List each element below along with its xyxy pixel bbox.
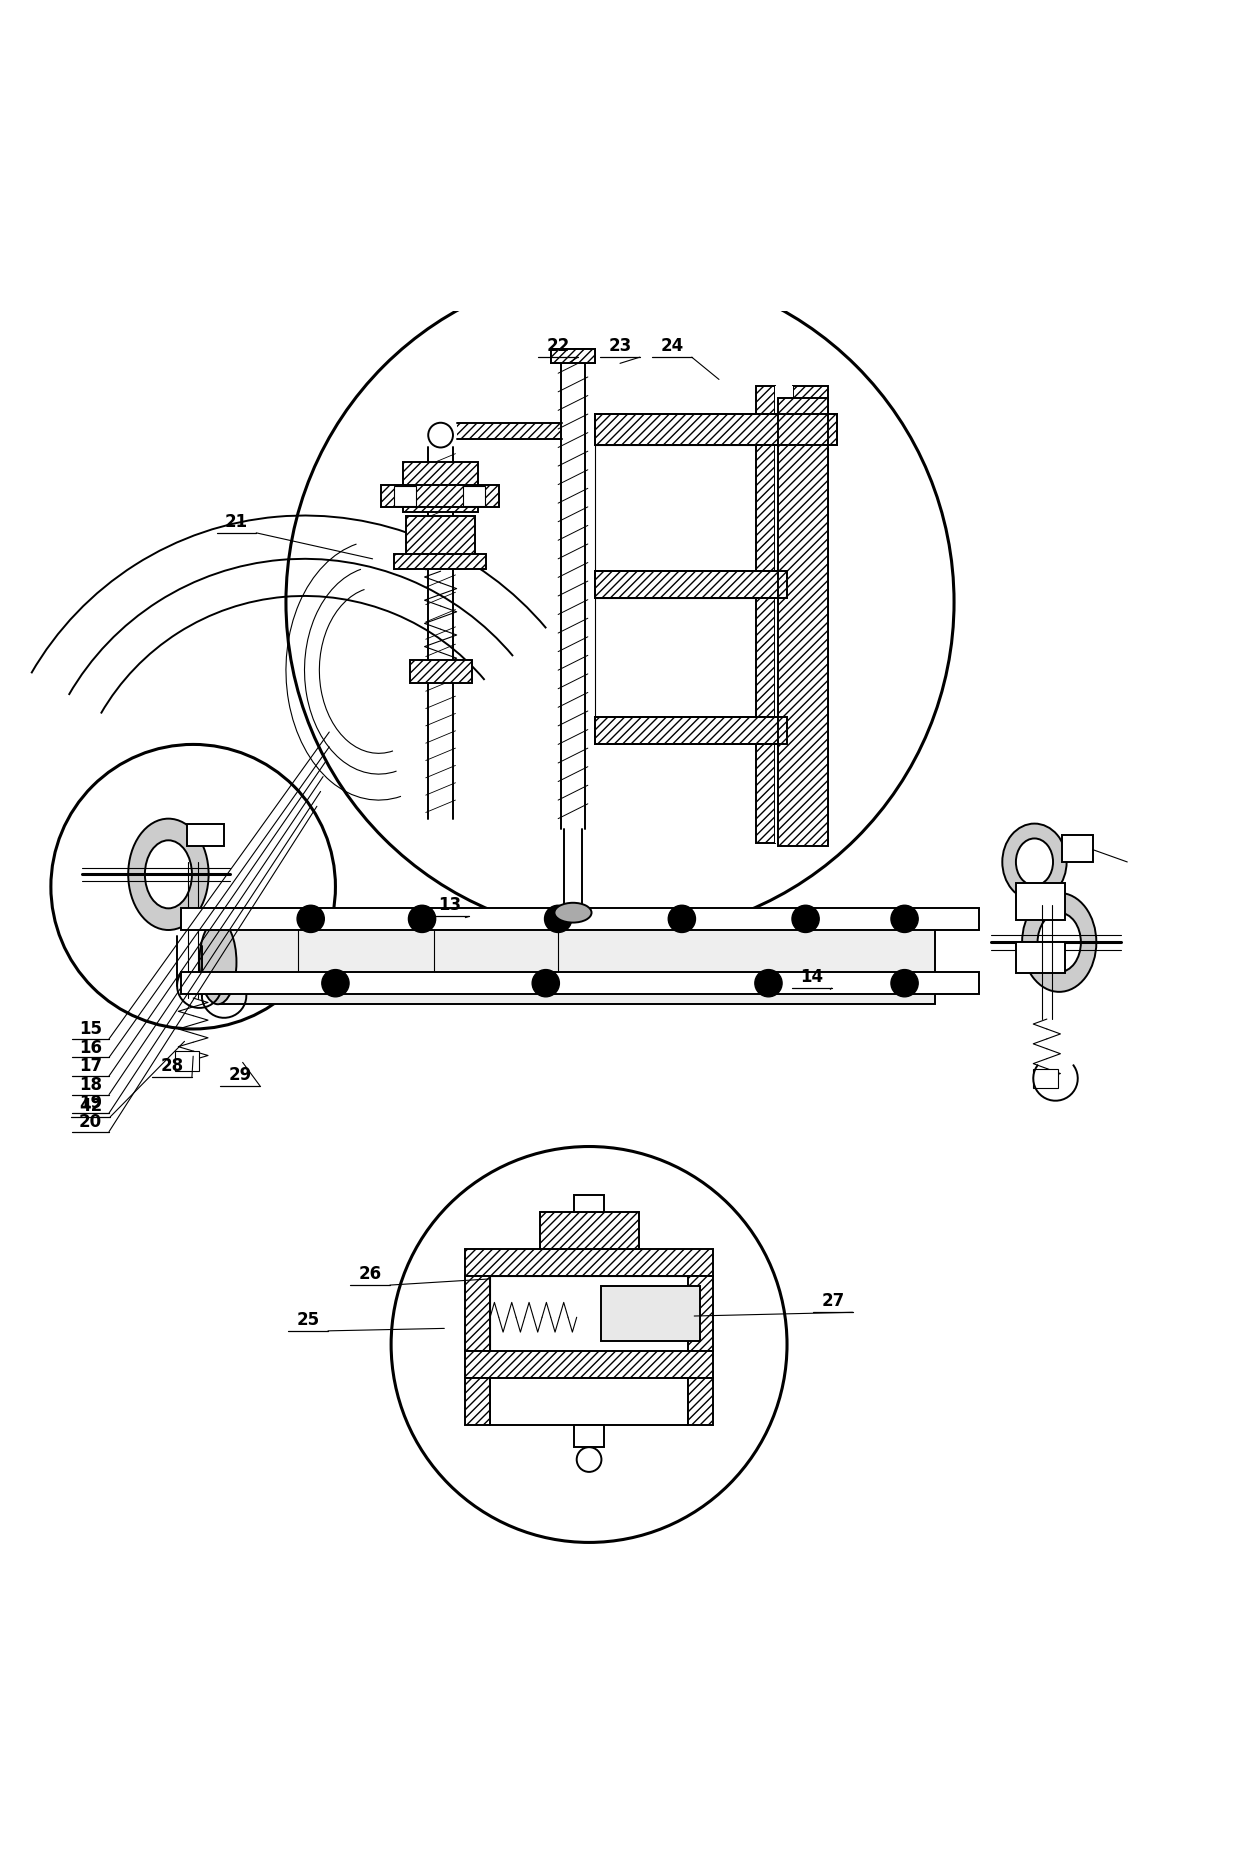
Text: 21: 21 <box>224 513 248 530</box>
Bar <box>756 385 775 843</box>
Bar <box>490 1378 688 1425</box>
Circle shape <box>391 1146 787 1542</box>
Bar <box>187 824 224 846</box>
Circle shape <box>322 969 348 997</box>
Text: 13: 13 <box>438 897 461 915</box>
Bar <box>218 921 935 1004</box>
Circle shape <box>577 1447 601 1471</box>
Ellipse shape <box>554 902 591 923</box>
Bar <box>405 515 475 558</box>
Circle shape <box>892 906 918 932</box>
Text: 19: 19 <box>79 1094 102 1112</box>
Ellipse shape <box>1002 824 1066 900</box>
Bar <box>595 571 787 599</box>
Circle shape <box>668 906 696 932</box>
Text: 42: 42 <box>79 1097 102 1114</box>
Text: 24: 24 <box>661 337 683 355</box>
Bar <box>574 1425 604 1447</box>
Circle shape <box>298 906 325 932</box>
Bar <box>595 415 837 445</box>
Ellipse shape <box>200 921 237 1004</box>
Bar <box>490 1276 688 1350</box>
Bar <box>551 348 595 363</box>
Circle shape <box>755 969 782 997</box>
Bar <box>409 660 471 683</box>
Text: 17: 17 <box>79 1056 102 1075</box>
Bar <box>1061 835 1092 861</box>
Bar <box>688 1378 713 1425</box>
Bar <box>463 485 485 506</box>
Bar <box>393 485 415 506</box>
Bar <box>595 599 794 718</box>
Bar <box>1016 943 1065 973</box>
Bar <box>465 1250 713 1276</box>
Ellipse shape <box>1016 839 1053 885</box>
Bar <box>688 1276 713 1350</box>
Circle shape <box>286 268 954 936</box>
Text: 16: 16 <box>79 1038 102 1056</box>
Circle shape <box>792 906 820 932</box>
Bar <box>1016 884 1065 921</box>
Bar <box>403 463 477 512</box>
Bar <box>574 1194 604 1213</box>
Bar <box>794 385 828 843</box>
Bar <box>539 1213 639 1250</box>
Text: 28: 28 <box>160 1056 184 1075</box>
Bar <box>181 908 978 930</box>
Bar <box>456 422 562 439</box>
Bar <box>175 1051 200 1071</box>
Bar <box>551 348 595 363</box>
Text: 29: 29 <box>228 1066 252 1084</box>
Text: 14: 14 <box>800 967 823 986</box>
Bar <box>595 718 787 744</box>
Text: 22: 22 <box>547 337 569 355</box>
Circle shape <box>51 744 336 1029</box>
Text: 15: 15 <box>79 1019 102 1038</box>
Text: 27: 27 <box>821 1293 844 1309</box>
Bar <box>490 1378 688 1425</box>
Text: 18: 18 <box>79 1075 102 1094</box>
Circle shape <box>408 906 435 932</box>
Bar <box>595 571 787 599</box>
Bar <box>465 1378 490 1425</box>
Text: 26: 26 <box>358 1265 382 1283</box>
Circle shape <box>892 969 918 997</box>
Ellipse shape <box>1022 893 1096 991</box>
Ellipse shape <box>1038 913 1081 973</box>
Bar <box>779 398 828 846</box>
Circle shape <box>532 969 559 997</box>
Text: 20: 20 <box>79 1112 102 1131</box>
Bar <box>595 415 837 445</box>
Bar <box>595 445 794 571</box>
Text: 25: 25 <box>296 1311 320 1328</box>
Bar <box>393 554 486 569</box>
Bar <box>465 1276 490 1350</box>
Circle shape <box>544 906 572 932</box>
Circle shape <box>428 422 453 448</box>
Bar <box>465 1350 713 1378</box>
Ellipse shape <box>128 818 208 930</box>
Bar <box>181 973 978 995</box>
Bar <box>381 485 498 508</box>
Bar <box>601 1287 701 1341</box>
Bar <box>1033 1068 1058 1088</box>
Text: 23: 23 <box>609 337 631 355</box>
Bar <box>775 385 794 843</box>
Ellipse shape <box>145 841 192 908</box>
Bar <box>595 718 787 744</box>
